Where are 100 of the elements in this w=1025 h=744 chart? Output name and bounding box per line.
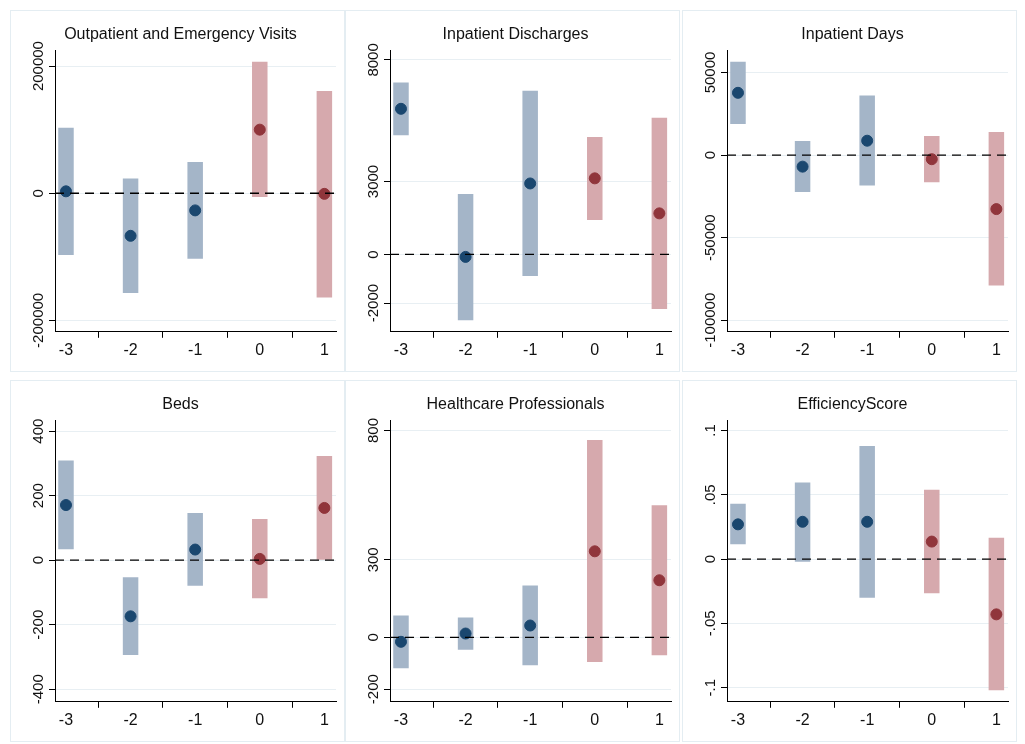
x-tick-label: -3	[393, 710, 409, 728]
x-tick-label: -1	[860, 340, 875, 358]
y-tick-label: -.05	[700, 610, 718, 637]
point	[796, 515, 809, 528]
point	[653, 207, 666, 220]
y-tick-label: -100000	[700, 292, 718, 348]
x-tick-label: -2	[795, 340, 810, 358]
x-tick-label: 1	[991, 340, 1001, 358]
point	[731, 86, 744, 99]
point	[588, 545, 601, 558]
x-tick-label: -1	[188, 710, 203, 728]
point	[124, 610, 137, 623]
point	[588, 172, 601, 185]
y-tick-label: 0	[700, 150, 718, 160]
chart-title: Healthcare Professionals	[426, 395, 605, 413]
x-tick-label: 0	[590, 340, 600, 358]
bar	[859, 95, 875, 186]
point	[524, 619, 537, 632]
bar	[651, 505, 668, 656]
x-tick-label: -3	[58, 710, 74, 728]
x-tick-label: -1	[523, 710, 538, 728]
chart-title: Beds	[162, 395, 199, 413]
point	[990, 608, 1003, 621]
y-tick-label: 0	[700, 554, 718, 564]
y-tick-label: -200	[28, 609, 46, 640]
bar	[924, 489, 940, 594]
y-tick-label: 3000	[363, 164, 381, 199]
x-tick-label: -1	[860, 710, 875, 728]
x-tick-label: 1	[991, 710, 1001, 728]
x-tick-label: 0	[927, 340, 937, 358]
bar	[252, 61, 268, 198]
y-tick-label: 0	[28, 189, 46, 198]
y-tick-label: 8000	[363, 43, 381, 77]
x-tick-label: -2	[458, 340, 473, 358]
x-tick-label: 0	[255, 710, 265, 728]
point	[189, 543, 202, 556]
bar	[58, 127, 74, 255]
x-tick-label: -3	[730, 340, 746, 358]
bar	[587, 440, 603, 662]
bar	[58, 460, 74, 550]
x-tick-label: 1	[654, 710, 664, 728]
y-tick-label: -400	[28, 674, 46, 705]
point	[253, 123, 266, 136]
x-tick-label: -1	[523, 340, 538, 358]
y-tick-label: 50000	[700, 51, 718, 94]
bar	[988, 537, 1005, 691]
bar	[651, 117, 668, 309]
point	[124, 229, 137, 242]
bar	[316, 456, 333, 560]
point	[318, 187, 331, 200]
point	[394, 635, 407, 648]
y-tick-label: 0	[363, 633, 381, 642]
bar	[457, 193, 474, 321]
y-tick-label: .05	[700, 484, 718, 506]
x-tick-label: -2	[795, 710, 810, 728]
point	[459, 250, 472, 263]
bar	[859, 445, 875, 598]
y-tick-label: 200	[28, 483, 46, 509]
y-tick-label: 200000	[28, 41, 46, 92]
x-tick-label: -3	[58, 340, 74, 358]
point	[189, 204, 202, 217]
bar	[122, 178, 139, 294]
x-tick-label: 1	[319, 340, 329, 358]
point	[653, 574, 666, 587]
x-tick-label: -2	[123, 340, 138, 358]
x-tick-label: -1	[188, 340, 203, 358]
y-tick-label: -200	[363, 674, 381, 705]
point	[524, 177, 537, 190]
x-tick-label: 1	[319, 710, 329, 728]
x-tick-label: -3	[730, 710, 746, 728]
chart-title: Inpatient Days	[801, 25, 904, 43]
point	[990, 203, 1003, 216]
chart-title: Inpatient Discharges	[442, 25, 589, 43]
y-tick-label: -.1	[700, 678, 718, 697]
y-tick-label: 400	[28, 418, 46, 444]
x-tick-label: -2	[123, 710, 138, 728]
bar	[988, 132, 1005, 286]
point	[861, 515, 874, 528]
y-tick-label: -200000	[28, 292, 46, 348]
x-tick-label: -3	[393, 340, 409, 358]
bar	[522, 585, 538, 666]
y-tick-label: 300	[363, 547, 381, 573]
bar	[316, 90, 333, 298]
y-tick-label: .1	[700, 424, 718, 437]
x-tick-label: 0	[255, 340, 265, 358]
y-tick-label: 0	[28, 556, 46, 565]
x-tick-label: -2	[458, 710, 473, 728]
y-tick-label: 0	[363, 250, 381, 259]
bar	[187, 162, 203, 259]
point	[394, 102, 407, 115]
bar	[187, 513, 203, 586]
y-tick-label: 800	[363, 418, 381, 444]
point	[861, 134, 874, 147]
chart-title: EfficiencyScore	[797, 395, 908, 413]
bar	[252, 518, 268, 599]
y-tick-label: -50000	[700, 214, 718, 262]
x-tick-label: 0	[927, 710, 937, 728]
bar	[522, 90, 538, 277]
x-tick-label: 0	[590, 710, 600, 728]
x-tick-label: 1	[654, 340, 664, 358]
